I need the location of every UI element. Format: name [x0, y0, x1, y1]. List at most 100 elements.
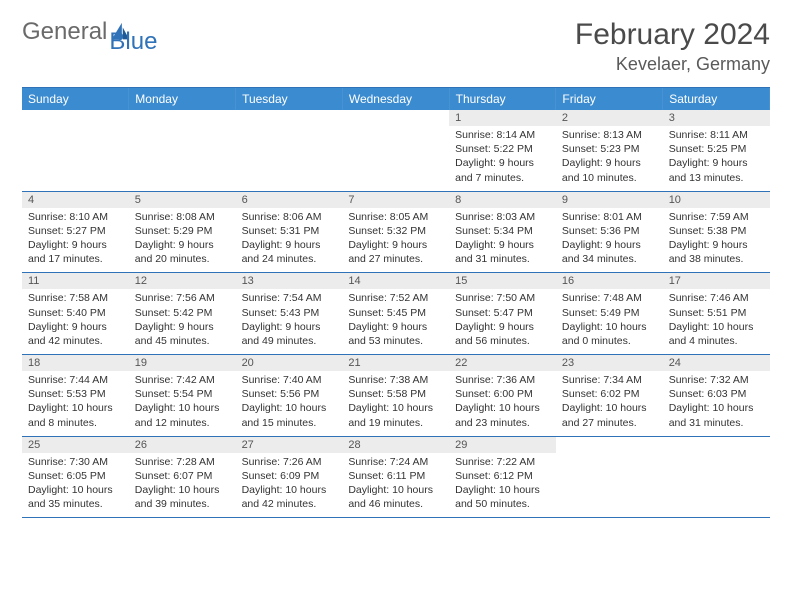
day-details: Sunrise: 7:38 AMSunset: 5:58 PMDaylight:… [342, 373, 449, 430]
day-number: 4 [22, 192, 129, 208]
calendar-cell: 5 Sunrise: 8:08 AMSunset: 5:29 PMDaylight… [129, 191, 236, 273]
sunset-line: Sunset: 5:38 PM [669, 224, 766, 238]
sunrise-line: Sunrise: 7:34 AM [562, 373, 659, 387]
day-number: 24 [663, 355, 770, 371]
day-details: Sunrise: 7:26 AMSunset: 6:09 PMDaylight:… [236, 455, 343, 512]
sunrise-line: Sunrise: 7:46 AM [669, 291, 766, 305]
daylight-line: and 24 minutes. [242, 252, 339, 266]
calendar-header-row: SundayMondayTuesdayWednesdayThursdayFrid… [22, 88, 770, 110]
daylight-line: and 31 minutes. [669, 416, 766, 430]
day-number: 26 [129, 437, 236, 453]
sunrise-line: Sunrise: 7:54 AM [242, 291, 339, 305]
day-number: 12 [129, 273, 236, 289]
daylight-line: Daylight: 10 hours [562, 401, 659, 415]
month-title: February 2024 [575, 18, 770, 52]
daylight-line: Daylight: 9 hours [348, 238, 445, 252]
calendar-cell: 14Sunrise: 7:52 AMSunset: 5:45 PMDayligh… [342, 273, 449, 355]
day-details: Sunrise: 7:58 AMSunset: 5:40 PMDaylight:… [22, 291, 129, 348]
day-details: Sunrise: 7:56 AMSunset: 5:42 PMDaylight:… [129, 291, 236, 348]
calendar-cell: 22Sunrise: 7:36 AMSunset: 6:00 PMDayligh… [449, 355, 556, 437]
daylight-line: and 17 minutes. [28, 252, 125, 266]
sunrise-line: Sunrise: 7:42 AM [135, 373, 232, 387]
sunset-line: Sunset: 5:23 PM [562, 142, 659, 156]
daylight-line: Daylight: 9 hours [135, 238, 232, 252]
sunrise-line: Sunrise: 7:44 AM [28, 373, 125, 387]
daylight-line: and 4 minutes. [669, 334, 766, 348]
brand-word-2: Blue [109, 28, 157, 55]
calendar-cell: 25Sunrise: 7:30 AMSunset: 6:05 PMDayligh… [22, 436, 129, 518]
daylight-line: Daylight: 9 hours [348, 320, 445, 334]
sunset-line: Sunset: 5:34 PM [455, 224, 552, 238]
calendar-cell: 1Sunrise: 8:14 AMSunset: 5:22 PMDaylight… [449, 110, 556, 191]
calendar-cell: 23 Sunrise: 7:34 AMSunset: 6:02 PMDayligh… [556, 355, 663, 437]
daylight-line: and 42 minutes. [28, 334, 125, 348]
sunrise-line: Sunrise: 7:56 AM [135, 291, 232, 305]
daylight-line: and 49 minutes. [242, 334, 339, 348]
sunrise-line: Sunrise: 8:13 AM [562, 128, 659, 142]
day-details: Sunrise: 8:08 AMSunset: 5:29 PMDaylight:… [129, 210, 236, 267]
daylight-line: and 34 minutes. [562, 252, 659, 266]
daylight-line: and 45 minutes. [135, 334, 232, 348]
daylight-line: and 10 minutes. [562, 171, 659, 185]
sunrise-line: Sunrise: 8:11 AM [669, 128, 766, 142]
sunset-line: Sunset: 5:45 PM [348, 306, 445, 320]
daylight-line: Daylight: 10 hours [135, 401, 232, 415]
daylight-line: Daylight: 9 hours [562, 156, 659, 170]
calendar-cell: 19Sunrise: 7:42 AMSunset: 5:54 PMDayligh… [129, 355, 236, 437]
day-number: 29 [449, 437, 556, 453]
day-details: Sunrise: 7:24 AMSunset: 6:11 PMDaylight:… [342, 455, 449, 512]
day-number: 2 [556, 110, 663, 126]
calendar-cell [129, 110, 236, 191]
daylight-line: Daylight: 10 hours [135, 483, 232, 497]
day-details: Sunrise: 7:34 AMSunset: 6:02 PMDaylight:… [556, 373, 663, 430]
sunset-line: Sunset: 6:12 PM [455, 469, 552, 483]
brand-logo: General Blue [22, 18, 181, 46]
day-details: Sunrise: 8:10 AMSunset: 5:27 PMDaylight:… [22, 210, 129, 267]
daylight-line: and 39 minutes. [135, 497, 232, 511]
daylight-line: and 56 minutes. [455, 334, 552, 348]
sunrise-line: Sunrise: 7:30 AM [28, 455, 125, 469]
day-number: 5 [129, 192, 236, 208]
day-number: 8 [449, 192, 556, 208]
sunrise-line: Sunrise: 8:03 AM [455, 210, 552, 224]
day-details: Sunrise: 7:22 AMSunset: 6:12 PMDaylight:… [449, 455, 556, 512]
calendar-cell: 4 Sunrise: 8:10 AMSunset: 5:27 PMDaylight… [22, 191, 129, 273]
sunrise-line: Sunrise: 7:38 AM [348, 373, 445, 387]
day-details: Sunrise: 7:59 AMSunset: 5:38 PMDaylight:… [663, 210, 770, 267]
sunset-line: Sunset: 6:02 PM [562, 387, 659, 401]
calendar-cell: 3Sunrise: 8:11 AMSunset: 5:25 PMDaylight… [663, 110, 770, 191]
calendar-cell: 29 Sunrise: 7:22 AMSunset: 6:12 PMDayligh… [449, 436, 556, 518]
daylight-line: and 27 minutes. [562, 416, 659, 430]
day-number: 19 [129, 355, 236, 371]
brand-word-1: General [22, 18, 107, 46]
day-number: 18 [22, 355, 129, 371]
day-number: 3 [663, 110, 770, 126]
sunset-line: Sunset: 5:29 PM [135, 224, 232, 238]
calendar-cell [663, 436, 770, 518]
calendar-cell: 16Sunrise: 7:48 AMSunset: 5:49 PMDayligh… [556, 273, 663, 355]
sunset-line: Sunset: 5:27 PM [28, 224, 125, 238]
day-header: Saturday [663, 88, 770, 110]
sunset-line: Sunset: 5:56 PM [242, 387, 339, 401]
calendar-cell: 18 Sunrise: 7:44 AMSunset: 5:53 PMDayligh… [22, 355, 129, 437]
day-header: Tuesday [236, 88, 343, 110]
day-details: Sunrise: 7:32 AMSunset: 6:03 PMDaylight:… [663, 373, 770, 430]
daylight-line: and 19 minutes. [348, 416, 445, 430]
daylight-line: Daylight: 10 hours [669, 320, 766, 334]
day-number: 7 [342, 192, 449, 208]
day-details: Sunrise: 8:13 AMSunset: 5:23 PMDaylight:… [556, 128, 663, 185]
daylight-line: Daylight: 9 hours [669, 156, 766, 170]
day-details: Sunrise: 7:44 AMSunset: 5:53 PMDaylight:… [22, 373, 129, 430]
day-number: 10 [663, 192, 770, 208]
calendar-cell: 6Sunrise: 8:06 AMSunset: 5:31 PMDaylight… [236, 191, 343, 273]
day-header: Thursday [449, 88, 556, 110]
calendar-cell: 9Sunrise: 8:01 AMSunset: 5:36 PMDaylight… [556, 191, 663, 273]
day-number: 23 [556, 355, 663, 371]
daylight-line: and 31 minutes. [455, 252, 552, 266]
daylight-line: and 27 minutes. [348, 252, 445, 266]
daylight-line: Daylight: 9 hours [455, 320, 552, 334]
daylight-line: Daylight: 10 hours [348, 401, 445, 415]
day-number: 1 [449, 110, 556, 126]
daylight-line: and 13 minutes. [669, 171, 766, 185]
day-number: 16 [556, 273, 663, 289]
